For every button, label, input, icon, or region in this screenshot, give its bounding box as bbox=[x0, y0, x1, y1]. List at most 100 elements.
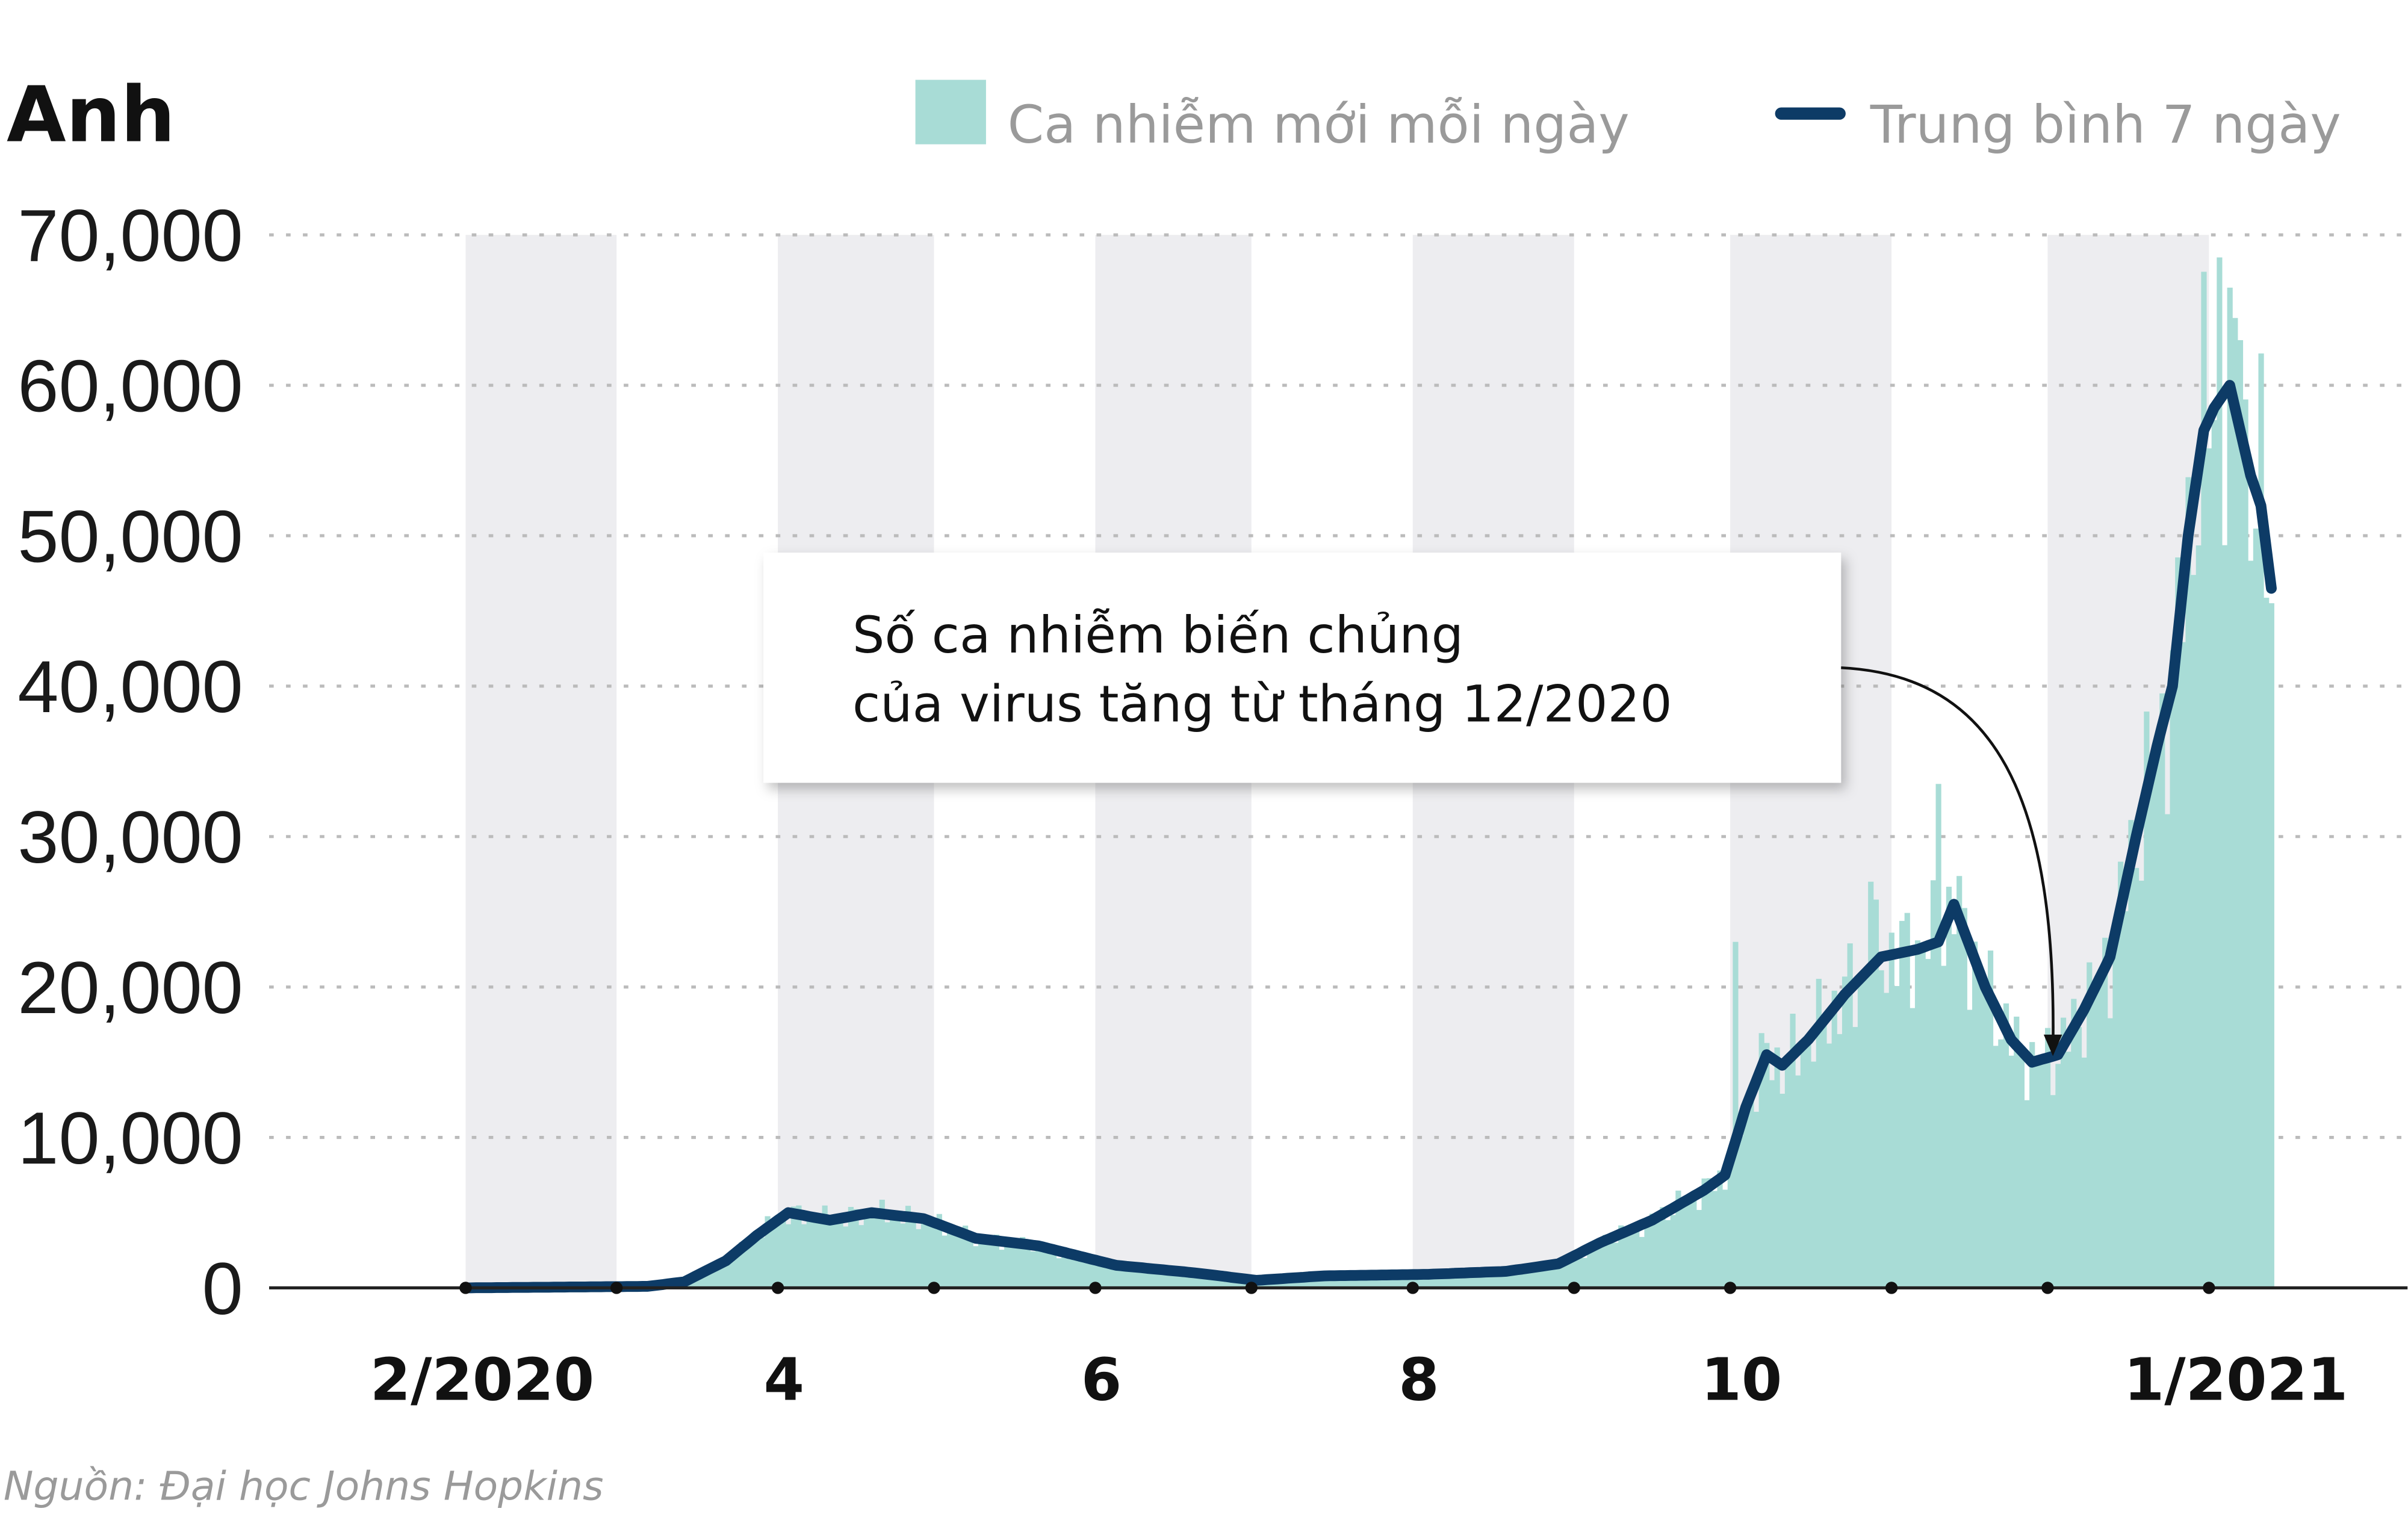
daily-bar bbox=[2221, 545, 2228, 1288]
daily-bar bbox=[2180, 642, 2186, 1288]
daily-bar bbox=[1707, 1178, 1713, 1288]
daily-bar bbox=[832, 1223, 839, 1288]
daily-bar bbox=[770, 1225, 776, 1288]
daily-bar bbox=[879, 1199, 885, 1288]
daily-bar bbox=[993, 1235, 1000, 1288]
daily-bar bbox=[1134, 1265, 1140, 1288]
source-note: Nguồn: Đại học Johns Hopkins bbox=[4, 1462, 604, 1509]
daily-bar bbox=[1727, 1162, 1733, 1288]
daily-bar bbox=[2076, 1027, 2082, 1288]
daily-bar bbox=[1618, 1225, 1624, 1288]
daily-bar bbox=[1566, 1259, 1572, 1288]
daily-bar bbox=[1530, 1268, 1536, 1288]
x-tick-label: 8 bbox=[1398, 1346, 1439, 1414]
daily-bar bbox=[718, 1264, 724, 1288]
daily-bar bbox=[947, 1230, 953, 1288]
legend-label-bars: Ca nhiễm mới mỗi ngày bbox=[1008, 95, 1630, 155]
daily-bar bbox=[1628, 1227, 1634, 1288]
daily-bar bbox=[874, 1214, 880, 1288]
daily-bar bbox=[1389, 1274, 1395, 1288]
daily-bar bbox=[1784, 1056, 1790, 1288]
daily-bar bbox=[2227, 287, 2233, 1288]
daily-bar bbox=[1904, 913, 1910, 1288]
daily-bar bbox=[2138, 881, 2144, 1288]
daily-bar bbox=[1441, 1276, 1447, 1288]
daily-bar bbox=[1951, 934, 1957, 1288]
daily-bar bbox=[822, 1205, 828, 1288]
daily-bar bbox=[1212, 1276, 1218, 1288]
daily-bar bbox=[1863, 977, 1869, 1288]
month-tick-dot bbox=[1089, 1282, 1102, 1294]
daily-bar bbox=[1603, 1235, 1609, 1288]
daily-bar bbox=[1285, 1279, 1291, 1288]
daily-bar bbox=[884, 1222, 890, 1288]
daily-bar bbox=[2014, 1016, 2020, 1288]
daily-bar bbox=[1430, 1272, 1437, 1288]
daily-bar bbox=[1738, 1136, 1744, 1288]
daily-bar bbox=[2118, 861, 2124, 1288]
daily-bar bbox=[1790, 1014, 1796, 1288]
daily-bar bbox=[1634, 1224, 1640, 1288]
month-tick-dot bbox=[1885, 1282, 1898, 1294]
daily-bar bbox=[786, 1224, 792, 1288]
daily-bar bbox=[1993, 1046, 1999, 1288]
daily-bar bbox=[2191, 575, 2197, 1288]
daily-bar bbox=[2128, 820, 2134, 1288]
daily-bar bbox=[1223, 1277, 1229, 1288]
daily-bar bbox=[1581, 1257, 1587, 1288]
daily-bar bbox=[1837, 1034, 1843, 1288]
daily-bar bbox=[1353, 1276, 1359, 1288]
daily-bar bbox=[2258, 353, 2264, 1288]
daily-bar bbox=[1800, 1043, 1806, 1288]
daily-bar bbox=[2144, 712, 2150, 1288]
daily-bar bbox=[1472, 1273, 1479, 1288]
daily-bar bbox=[1436, 1273, 1442, 1288]
daily-bar bbox=[816, 1222, 823, 1288]
month-tick-dot bbox=[1568, 1282, 1580, 1294]
daily-bar bbox=[1733, 941, 1739, 1288]
month-band bbox=[465, 235, 617, 1288]
daily-bar bbox=[1144, 1270, 1150, 1288]
daily-bar bbox=[1826, 1043, 1832, 1288]
daily-bar bbox=[1108, 1263, 1114, 1288]
daily-bar bbox=[1457, 1273, 1463, 1288]
daily-bar bbox=[1113, 1270, 1119, 1288]
daily-bar bbox=[754, 1238, 760, 1288]
daily-bar bbox=[962, 1226, 969, 1288]
daily-bar bbox=[1451, 1273, 1457, 1288]
daily-bar bbox=[1967, 1009, 1973, 1288]
daily-bar bbox=[988, 1238, 995, 1288]
daily-bar bbox=[2029, 1042, 2035, 1288]
daily-bar bbox=[2175, 557, 2181, 1288]
daily-bar bbox=[1202, 1274, 1208, 1288]
daily-bar bbox=[1941, 966, 1947, 1288]
daily-bar bbox=[910, 1214, 916, 1288]
daily-bar bbox=[905, 1206, 911, 1288]
daily-bar bbox=[1181, 1271, 1187, 1288]
daily-bar bbox=[2201, 271, 2207, 1288]
daily-bar bbox=[931, 1221, 937, 1288]
x-tick-label: 10 bbox=[1701, 1346, 1782, 1414]
daily-bar bbox=[1056, 1258, 1062, 1288]
daily-bar bbox=[780, 1213, 786, 1288]
daily-bar bbox=[1930, 880, 1937, 1288]
gridlines bbox=[269, 233, 2408, 1140]
daily-bar bbox=[1524, 1271, 1530, 1288]
daily-bar bbox=[1097, 1262, 1103, 1288]
daily-bar bbox=[1998, 1039, 2004, 1288]
daily-bar bbox=[1842, 976, 1848, 1288]
daily-bar bbox=[743, 1248, 750, 1288]
daily-bar bbox=[1129, 1268, 1135, 1288]
daily-bar bbox=[1592, 1241, 1598, 1288]
daily-bar bbox=[1935, 784, 1941, 1288]
daily-bar bbox=[1711, 1191, 1718, 1288]
daily-bar bbox=[999, 1250, 1005, 1288]
daily-bar bbox=[1972, 941, 1978, 1288]
daily-bar bbox=[827, 1224, 833, 1288]
daily-bar bbox=[1155, 1270, 1161, 1288]
daily-bar bbox=[1040, 1248, 1046, 1288]
daily-bar bbox=[1701, 1178, 1707, 1288]
daily-bar bbox=[1675, 1190, 1681, 1288]
daily-bar bbox=[1982, 991, 1988, 1288]
